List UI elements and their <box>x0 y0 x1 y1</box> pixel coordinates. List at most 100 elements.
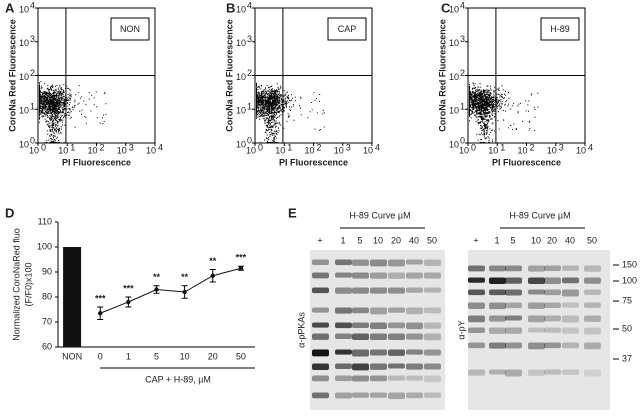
lane-label: 10 <box>373 235 383 245</box>
blot-band <box>388 272 405 279</box>
blot-band <box>424 375 441 383</box>
x-tick-exponent: 2 <box>317 142 322 152</box>
blot-band <box>424 259 441 266</box>
blot-band <box>562 289 579 297</box>
y-tick-label: 10 <box>236 139 246 149</box>
y-tick-exponent: 1 <box>247 102 252 112</box>
x-tick-exponent: 4 <box>158 142 163 152</box>
blot-band <box>544 302 561 309</box>
blot-membrane <box>310 250 445 410</box>
blot-band <box>352 272 369 279</box>
blot-band <box>528 302 545 309</box>
blot-band <box>312 272 329 279</box>
blot-band <box>352 375 369 382</box>
x-axis-label: PI Fluorescence <box>62 157 131 167</box>
y-tick-label: 10 <box>236 106 246 116</box>
marker-label: 50 <box>622 323 632 333</box>
blot-band <box>505 265 522 272</box>
blot-band <box>489 302 506 310</box>
panel-letter: E <box>288 205 297 220</box>
blot-band <box>388 307 405 313</box>
blot-band <box>370 333 387 341</box>
y-tick-exponent: 3 <box>30 34 35 44</box>
blot-band <box>335 259 352 266</box>
blot-band <box>562 265 579 271</box>
blot-band <box>370 363 387 370</box>
blot-band <box>424 272 441 279</box>
blot-band <box>489 277 506 284</box>
x-tick-label: 0 <box>98 351 103 361</box>
blot-band <box>489 327 506 334</box>
blot-band <box>528 315 545 323</box>
blot-header: H-89 Curve µM <box>349 210 410 220</box>
blot-band <box>370 272 387 279</box>
blot-band <box>370 392 387 398</box>
dot-cloud <box>256 82 325 143</box>
x-tick-label: 10 <box>334 145 344 155</box>
blot-band <box>352 322 369 328</box>
blot-band <box>584 302 601 308</box>
y-tick-exponent: 3 <box>247 34 252 44</box>
blot-band <box>584 277 601 284</box>
point <box>210 273 215 278</box>
y-tick-label: 10 <box>449 139 459 149</box>
lane-label: 40 <box>409 235 419 245</box>
x-tick-exponent: 3 <box>559 142 564 152</box>
blot-band <box>424 349 441 356</box>
x-tick-label: 10 <box>488 145 498 155</box>
blot-band <box>468 277 485 283</box>
marker-label: 100 <box>622 275 637 285</box>
marker-label: 150 <box>622 259 637 269</box>
x-tick-label: 50 <box>236 351 246 361</box>
blot-band <box>406 307 423 315</box>
y-tick-exponent: 4 <box>30 0 35 10</box>
blot-band <box>312 333 329 340</box>
blot-band <box>352 259 369 266</box>
bar <box>63 247 82 347</box>
significance: ** <box>181 272 189 282</box>
blot-band <box>562 369 579 375</box>
lane-label: 10 <box>531 235 541 245</box>
dot-cloud <box>39 81 107 143</box>
y-tick-label: 10 <box>449 72 459 82</box>
blot-band <box>544 369 561 375</box>
blot-band <box>335 287 352 294</box>
blot-band <box>312 349 329 357</box>
blot-band <box>562 327 579 334</box>
antibody-label: α-pPKAs <box>296 312 306 348</box>
y-tick-exponent: 4 <box>460 0 465 10</box>
significance: *** <box>123 283 134 293</box>
y-tick-label: 10 <box>236 38 246 48</box>
blot-band <box>505 342 522 349</box>
blot-band <box>489 342 506 349</box>
blot-band <box>312 375 329 382</box>
y-tick-exponent: 0 <box>247 135 252 145</box>
blot-band <box>370 307 387 315</box>
label-box <box>327 17 367 41</box>
lane-label: + <box>317 235 322 245</box>
blot-band <box>388 349 405 356</box>
blot-band <box>388 259 405 267</box>
point <box>182 289 187 295</box>
lane-label: 5 <box>357 235 362 245</box>
y-tick-label: 10 <box>449 106 459 116</box>
blot-band <box>335 375 352 382</box>
lane-label: 50 <box>587 235 597 245</box>
blot-band <box>352 287 369 294</box>
blot-band <box>312 259 329 265</box>
blot-band <box>406 322 423 330</box>
significance: *** <box>95 293 106 303</box>
x-tick-exponent: 1 <box>70 142 75 152</box>
blot-band <box>335 333 352 339</box>
blot-band <box>424 307 441 314</box>
x-tick-label: 5 <box>154 351 159 361</box>
blot-band <box>544 342 561 349</box>
blot-band <box>562 315 579 323</box>
blot-band <box>468 369 485 376</box>
blot-band <box>528 265 545 272</box>
x-tick-label: 10 <box>547 145 557 155</box>
x-tick-exponent: 0 <box>258 142 263 152</box>
x-tick-label: 10 <box>304 145 314 155</box>
blot-band <box>370 322 387 330</box>
